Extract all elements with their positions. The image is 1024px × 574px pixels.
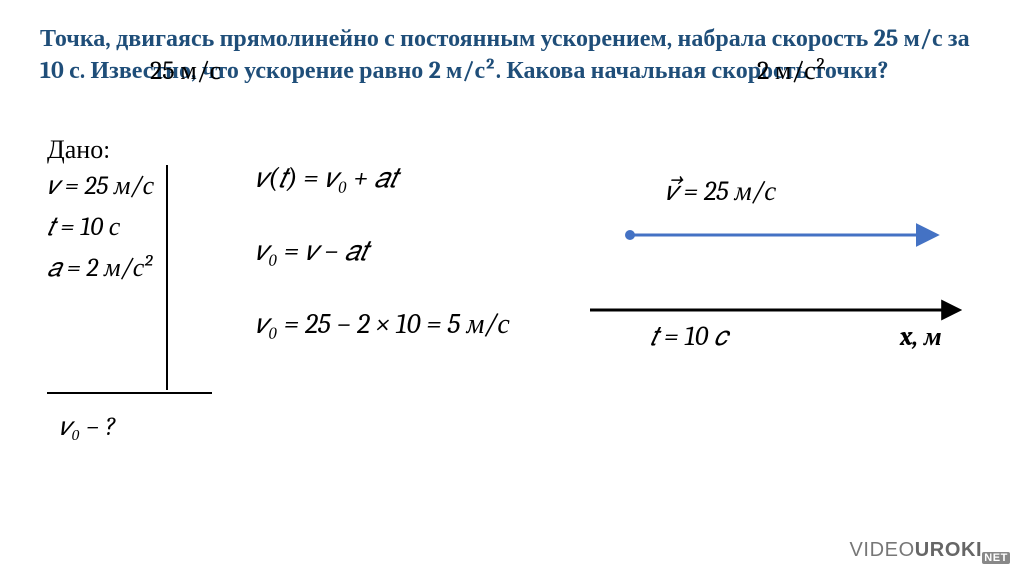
problem-statement: Точка, двигаясь прямолинейно с постоянны… (40, 22, 984, 87)
solution-block: 𝑣(𝑡) = 𝑣₀ + 𝑎𝑡 𝑣₀ = 𝑣 − 𝑎𝑡 𝑣₀ = 25 − 2 ×… (255, 162, 510, 341)
diagram: 𝑣⃗ = 25 м/с 𝑡 = 10 𝑐 x, м (590, 175, 980, 375)
given-v: 𝑣 = 25 м/с (47, 171, 154, 202)
diagram-t-label: 𝑡 = 10 𝑐 (650, 321, 731, 352)
watermark-text: VIDEOUROKI (849, 539, 982, 561)
title-overlay-1: 25 м/с (150, 54, 221, 89)
diagram-axis-label: x, м (899, 322, 942, 352)
given-values: 𝑣 = 25 м/с 𝑡 = 10 с 𝑎 = 2 м/с² (47, 171, 166, 390)
given-t: 𝑡 = 10 с (47, 212, 154, 243)
solution-eq-2: 𝑣₀ = 𝑣 − 𝑎𝑡 (255, 235, 510, 268)
given-a: 𝑎 = 2 м/с² (47, 253, 154, 284)
watermark-suffix: NET (982, 552, 1010, 564)
given-horizontal-divider (47, 392, 212, 394)
slide: Точка, двигаясь прямолинейно с постоянны… (0, 0, 1024, 574)
given-vertical-divider (166, 165, 168, 390)
diagram-v-label: 𝑣⃗ = 25 м/с (665, 176, 776, 207)
given-block: Дано: 𝑣 = 25 м/с 𝑡 = 10 с 𝑎 = 2 м/с² 𝑣₀ … (47, 135, 212, 443)
watermark: VIDEOUROKINET (849, 539, 1010, 564)
given-unknown: 𝑣₀ − ? (47, 412, 212, 443)
solution-eq-3: 𝑣₀ = 25 − 2 × 10 = 5 м/с (255, 308, 510, 341)
title-overlay-2: 2 м/с² (757, 54, 826, 89)
solution-eq-1: 𝑣(𝑡) = 𝑣₀ + 𝑎𝑡 (255, 162, 510, 195)
given-label: Дано: (47, 135, 212, 165)
diagram-svg: 𝑣⃗ = 25 м/с 𝑡 = 10 𝑐 x, м (590, 175, 980, 375)
